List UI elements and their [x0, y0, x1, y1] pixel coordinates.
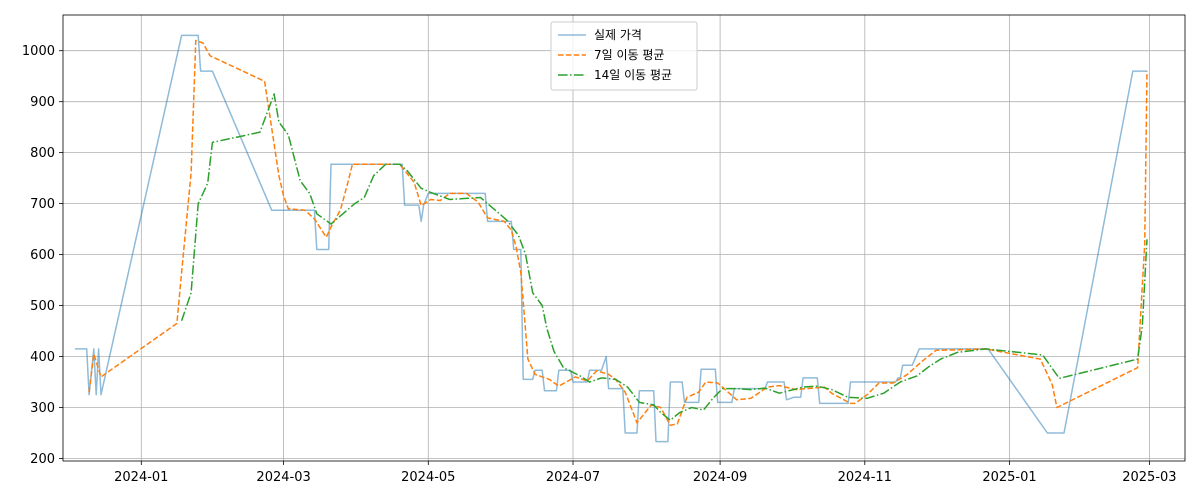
y-tick-label: 900 — [30, 95, 55, 110]
x-tick-label: 2024-03 — [256, 470, 310, 485]
series-actual-price — [74, 34, 1147, 443]
x-tick-label: 2025-01 — [982, 470, 1036, 485]
legend-box — [550, 21, 698, 91]
legend-label-14day-ma: 14일 이동 평균 — [594, 68, 672, 82]
y-tick-label: 600 — [30, 248, 55, 263]
y-tick-label: 500 — [30, 299, 55, 314]
legend-label-7day-ma: 7일 이동 평균 — [594, 48, 664, 62]
x-tick-label: 2024-09 — [693, 470, 747, 485]
axes-frame — [62, 14, 1186, 462]
y-tick-label: 300 — [30, 401, 55, 416]
x-tick-label: 2024-05 — [401, 470, 455, 485]
y-tick-label: 1000 — [22, 44, 55, 59]
y-tick-label: 200 — [30, 452, 55, 467]
series-14day-moving-average — [180, 93, 1148, 421]
y-tick-label: 700 — [30, 197, 55, 212]
x-tick-label: 2025-03 — [1122, 470, 1176, 485]
y-tick-label: 800 — [30, 146, 55, 161]
y-tick-label: 400 — [30, 350, 55, 365]
legend: 실제 가격 7일 이동 평균 14일 이동 평균 — [550, 21, 698, 91]
legend-label-actual-price: 실제 가격 — [594, 28, 642, 42]
x-axis: 2024-01 2024-03 2024-05 2024-07 2024-09 2024-… — [114, 461, 1177, 485]
x-tick-label: 2024-01 — [114, 470, 168, 485]
series-7day-moving-average — [88, 39, 1148, 427]
x-tick-label: 2024-11 — [838, 470, 892, 485]
y-axis: 200 300 400 500 600 700 800 900 1000 — [22, 44, 63, 467]
plot-area — [74, 34, 1148, 443]
x-tick-label: 2024-07 — [546, 470, 600, 485]
